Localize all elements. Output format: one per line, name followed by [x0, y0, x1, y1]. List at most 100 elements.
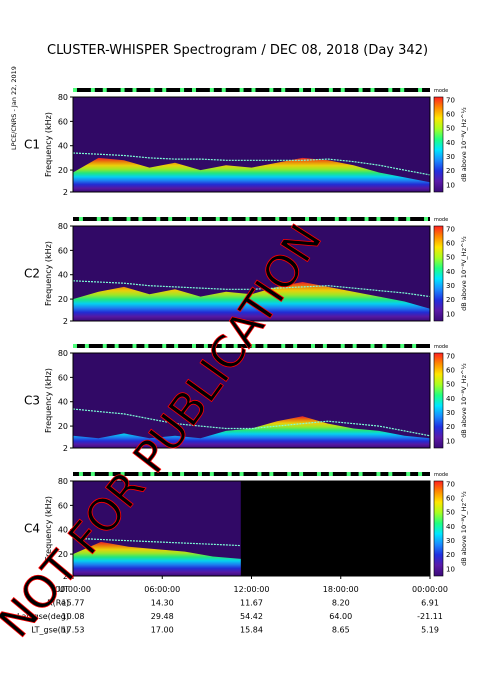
panel-name: C3: [24, 394, 40, 408]
mode-strip-segment: [358, 88, 363, 92]
y-tick-label: 40: [58, 398, 68, 407]
mode-strip-segment: [287, 472, 292, 476]
colorbar: [433, 480, 444, 577]
colorbar-label: dB above 10⁻⁸V_Hz^½: [460, 236, 468, 311]
mode-strip-segment: [340, 88, 345, 92]
ephemeris-value: 5.19: [421, 626, 439, 635]
mode-strip-segment: [281, 344, 286, 348]
y-tick-label: 80: [58, 349, 68, 358]
mode-strip-segment: [78, 217, 83, 221]
colorbar: [433, 96, 444, 193]
y-tick-label: 20: [58, 422, 68, 431]
panel-c3: 2 20 40 60 80 Frequency (kHz) C3 mode 10 20 30 40 50…: [24, 344, 468, 453]
mode-strip-segment: [334, 217, 339, 221]
mode-strip-segment: [132, 88, 137, 92]
panel-c4: 2 20 40 60 80 Frequency (kHz) C4 mode 10 20 30 40 50…: [24, 472, 468, 581]
ephemeris-value: 11.67: [240, 599, 263, 608]
emission-band: [73, 416, 430, 448]
y-tick-label: 20: [58, 295, 68, 304]
ephemeris-value: 17.53: [62, 626, 85, 635]
mode-strip-segment: [269, 88, 274, 92]
mode-strip-segment: [168, 472, 173, 476]
ephemeris-row-label: LT_gse(h): [31, 626, 69, 635]
mode-strip-segment: [388, 88, 393, 92]
mode-strip-segment: [316, 217, 321, 221]
colorbar-tick-label: 70: [446, 225, 455, 233]
mode-strip-segment: [221, 88, 226, 92]
mode-strip-segment: [328, 88, 333, 92]
page-title: CLUSTER-WHISPER Spectrogram / DEC 08, 20…: [47, 43, 428, 58]
mode-strip-segment: [346, 217, 351, 221]
emission-band: [73, 157, 430, 192]
colorbar-label: dB above 10⁻⁸V_Hz^½: [460, 491, 468, 566]
colorbar-tick-label: 50: [446, 254, 455, 262]
mode-strip-segment: [90, 472, 95, 476]
panels-group: 2 20 40 60 80 Frequency (kHz) C1 mode 10 20 30 40 50…: [24, 88, 468, 581]
mode-strip-segment: [418, 88, 423, 92]
mode-strip-segment: [233, 344, 238, 348]
colorbar-tick-label: 30: [446, 537, 455, 545]
mode-strip-segment: [114, 344, 119, 348]
mode-strip-segment: [406, 472, 411, 476]
mode-strip-segment: [287, 217, 292, 221]
mode-strip-segment: [227, 217, 232, 221]
mode-strip-segment: [180, 472, 185, 476]
panel-name: C4: [24, 522, 40, 536]
mode-strip-segment: [316, 472, 321, 476]
ephemeris-value: 29.48: [151, 612, 174, 621]
ephemeris-value: 10.08: [62, 612, 85, 621]
colorbar-tick-label: 60: [446, 367, 455, 375]
mode-strip-segment: [418, 472, 423, 476]
colorbar-label: dB above 10⁻⁸V_Hz^½: [460, 107, 468, 182]
colorbar-tick-label: 30: [446, 282, 455, 290]
ephemeris-value: 17.00: [151, 626, 174, 635]
mode-strip-segment: [412, 344, 417, 348]
colorbar-tick-label: 30: [446, 153, 455, 161]
mode-strip-segment: [162, 344, 167, 348]
mode-strip-segment: [257, 217, 262, 221]
mode-strip-segment: [257, 472, 262, 476]
mode-strip-segment: [168, 217, 173, 221]
mode-strip-segment: [388, 472, 393, 476]
colorbar-tick-label: 50: [446, 509, 455, 517]
colorbar-tick-label: 10: [446, 310, 455, 318]
y-axis-label: Frequency (kHz): [44, 368, 53, 433]
mode-strip-segment: [192, 344, 196, 348]
panel-c1: 2 20 40 60 80 Frequency (kHz) C1 mode 10 20 30 40 50…: [24, 88, 468, 197]
y-axis-label: Frequency (kHz): [44, 241, 53, 306]
mode-strip-segment: [239, 472, 244, 476]
mode-strip-segment: [108, 472, 113, 476]
y-tick-label: 80: [58, 222, 68, 231]
y-tick-label: 2: [63, 317, 68, 326]
emission-band: [73, 541, 241, 576]
mode-strip-segment: [364, 217, 369, 221]
mode-strip-segment: [209, 88, 214, 92]
mode-strip-segment: [358, 472, 363, 476]
ephemeris-row-label: UT: [58, 585, 69, 594]
mode-strip-segment: [138, 472, 143, 476]
colorbar-tick-label: 10: [446, 565, 455, 573]
y-tick-label: 2: [63, 188, 68, 197]
mode-strip-segment: [197, 472, 202, 476]
colorbar-tick-label: 20: [446, 167, 455, 175]
y-tick-label: 20: [58, 550, 68, 559]
colorbar: [433, 225, 444, 322]
y-axis-label: Frequency (kHz): [44, 496, 53, 561]
mode-label: mode: [434, 344, 448, 350]
mode-strip-segment: [370, 344, 375, 348]
colorbar-tick-label: 40: [446, 139, 455, 147]
ephemeris-value: 64.00: [329, 612, 352, 621]
mode-strip-segment: [370, 88, 375, 92]
panel-c2: 2 20 40 60 80 Frequency (kHz) C2 mode 10 20 30 40 50…: [24, 217, 468, 326]
mode-strip-segment: [394, 217, 399, 221]
mode-strip-segment: [138, 217, 143, 221]
mode-strip-segment: [382, 344, 387, 348]
mode-strip-segment: [299, 88, 304, 92]
mode-strip-segment: [120, 472, 125, 476]
y-tick-label: 2: [63, 572, 68, 581]
panel-frame: [72, 225, 431, 322]
emission-band: [73, 282, 430, 321]
mode-strip-segment: [96, 217, 101, 221]
